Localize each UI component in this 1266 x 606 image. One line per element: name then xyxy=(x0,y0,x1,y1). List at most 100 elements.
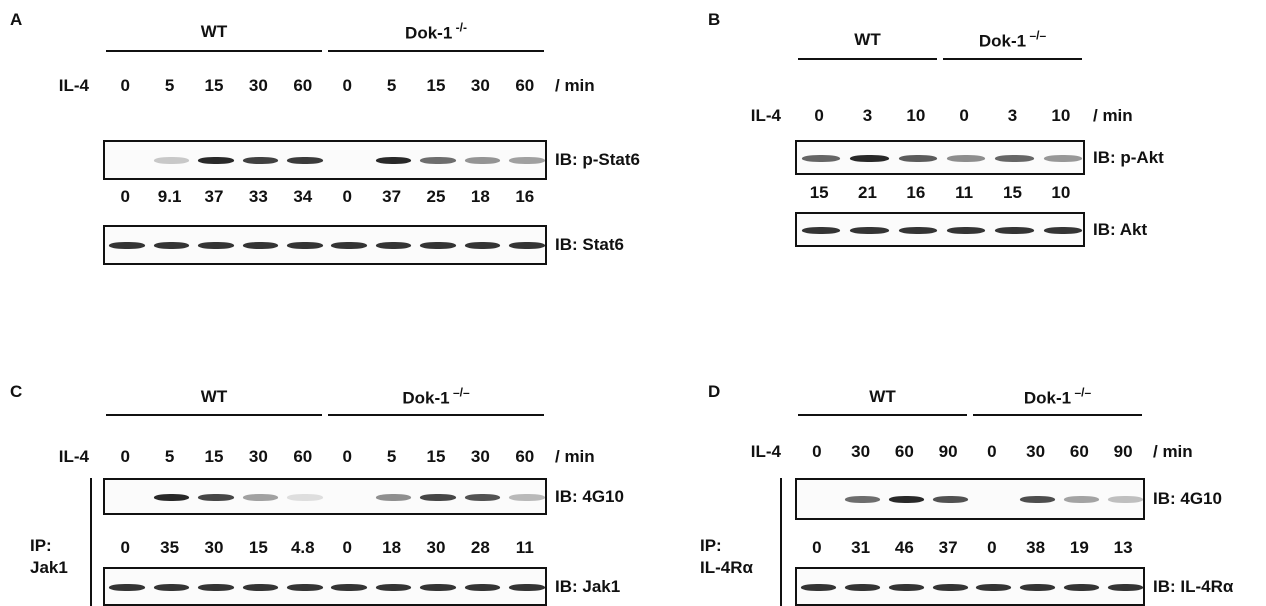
group-name: WT xyxy=(869,387,895,406)
band xyxy=(243,494,279,501)
group-label: Dok-1 –/– xyxy=(402,386,469,409)
band xyxy=(1064,496,1099,503)
band xyxy=(154,584,190,591)
band xyxy=(198,584,234,591)
quantification: 18 xyxy=(471,187,490,207)
band xyxy=(420,157,456,164)
quantification: 38 xyxy=(1026,538,1045,558)
lane-label: 60 xyxy=(293,76,312,96)
group-label: Dok-1 –/– xyxy=(979,29,1046,52)
ip-bracket xyxy=(780,478,782,606)
group-line xyxy=(798,414,967,416)
group-label: WT xyxy=(201,387,227,407)
quantification: 37 xyxy=(939,538,958,558)
band xyxy=(845,584,880,591)
band xyxy=(995,155,1034,162)
blot-label: IB: Jak1 xyxy=(555,577,620,597)
band xyxy=(947,227,986,234)
band xyxy=(509,494,545,501)
lane-label: 15 xyxy=(205,447,224,467)
quantification: 30 xyxy=(205,538,224,558)
band xyxy=(1044,227,1083,234)
band xyxy=(154,494,190,501)
blot xyxy=(103,478,547,515)
quantification: 21 xyxy=(858,183,877,203)
lane-label: 3 xyxy=(863,106,872,126)
genotype-superscript: -/- xyxy=(452,21,467,35)
group-line xyxy=(798,58,937,60)
band xyxy=(509,584,545,591)
lane-label: 0 xyxy=(812,442,821,462)
ip-label: IP: xyxy=(30,536,52,556)
band xyxy=(465,584,501,591)
band xyxy=(1108,496,1143,503)
band xyxy=(420,242,456,249)
band xyxy=(465,242,501,249)
lane-label: 30 xyxy=(471,76,490,96)
lane-label: 0 xyxy=(987,442,996,462)
band xyxy=(243,584,279,591)
lane-label: 10 xyxy=(1051,106,1070,126)
ip-label: Jak1 xyxy=(30,558,68,578)
band xyxy=(976,584,1011,591)
quantification: 28 xyxy=(471,538,490,558)
group-line xyxy=(943,58,1082,60)
lane-label: 5 xyxy=(165,447,174,467)
band xyxy=(889,496,924,503)
band xyxy=(154,157,190,164)
quantification: 37 xyxy=(382,187,401,207)
quantification: 16 xyxy=(515,187,534,207)
lane-label: 15 xyxy=(205,76,224,96)
panel-letter: C xyxy=(10,382,22,402)
band xyxy=(801,584,836,591)
lane-label: 15 xyxy=(427,447,446,467)
unit-label: / min xyxy=(555,447,595,467)
band xyxy=(198,157,234,164)
lane-label: 90 xyxy=(939,442,958,462)
blot xyxy=(795,567,1145,606)
lane-label: 0 xyxy=(120,447,129,467)
band xyxy=(287,494,323,501)
lane-label: 60 xyxy=(515,447,534,467)
band xyxy=(899,227,938,234)
genotype-superscript: –/– xyxy=(1071,386,1091,400)
band xyxy=(109,242,145,249)
blot xyxy=(103,140,547,180)
unit-label: / min xyxy=(1093,106,1133,126)
quantification: 0 xyxy=(120,538,129,558)
blot-label: IB: p-Akt xyxy=(1093,148,1164,168)
group-line xyxy=(328,414,544,416)
band xyxy=(933,496,968,503)
band xyxy=(509,157,545,164)
quantification: 0 xyxy=(342,538,351,558)
lane-label: 30 xyxy=(249,447,268,467)
lane-label: 10 xyxy=(906,106,925,126)
quantification: 46 xyxy=(895,538,914,558)
blot-label: IB: IL-4Rα xyxy=(1153,577,1233,597)
lane-label: 0 xyxy=(342,447,351,467)
treatment-label: IL-4 xyxy=(59,76,89,96)
quantification: 11 xyxy=(955,183,973,203)
band xyxy=(845,496,880,503)
lane-label: 60 xyxy=(293,447,312,467)
quantification: 34 xyxy=(293,187,312,207)
blot-label: IB: Stat6 xyxy=(555,235,624,255)
band xyxy=(287,157,323,164)
group-line xyxy=(973,414,1142,416)
band xyxy=(154,242,190,249)
band xyxy=(1020,496,1055,503)
quantification: 30 xyxy=(427,538,446,558)
unit-label: / min xyxy=(1153,442,1193,462)
band xyxy=(331,584,367,591)
group-name: Dok-1 xyxy=(979,31,1026,50)
quantification: 33 xyxy=(249,187,268,207)
group-name: WT xyxy=(201,22,227,41)
lane-label: 60 xyxy=(1070,442,1089,462)
band xyxy=(947,155,986,162)
band xyxy=(420,494,456,501)
quantification: 25 xyxy=(427,187,446,207)
group-name: Dok-1 xyxy=(405,23,452,42)
group-line xyxy=(328,50,544,52)
genotype-superscript: –/– xyxy=(450,386,470,400)
band xyxy=(802,155,841,162)
